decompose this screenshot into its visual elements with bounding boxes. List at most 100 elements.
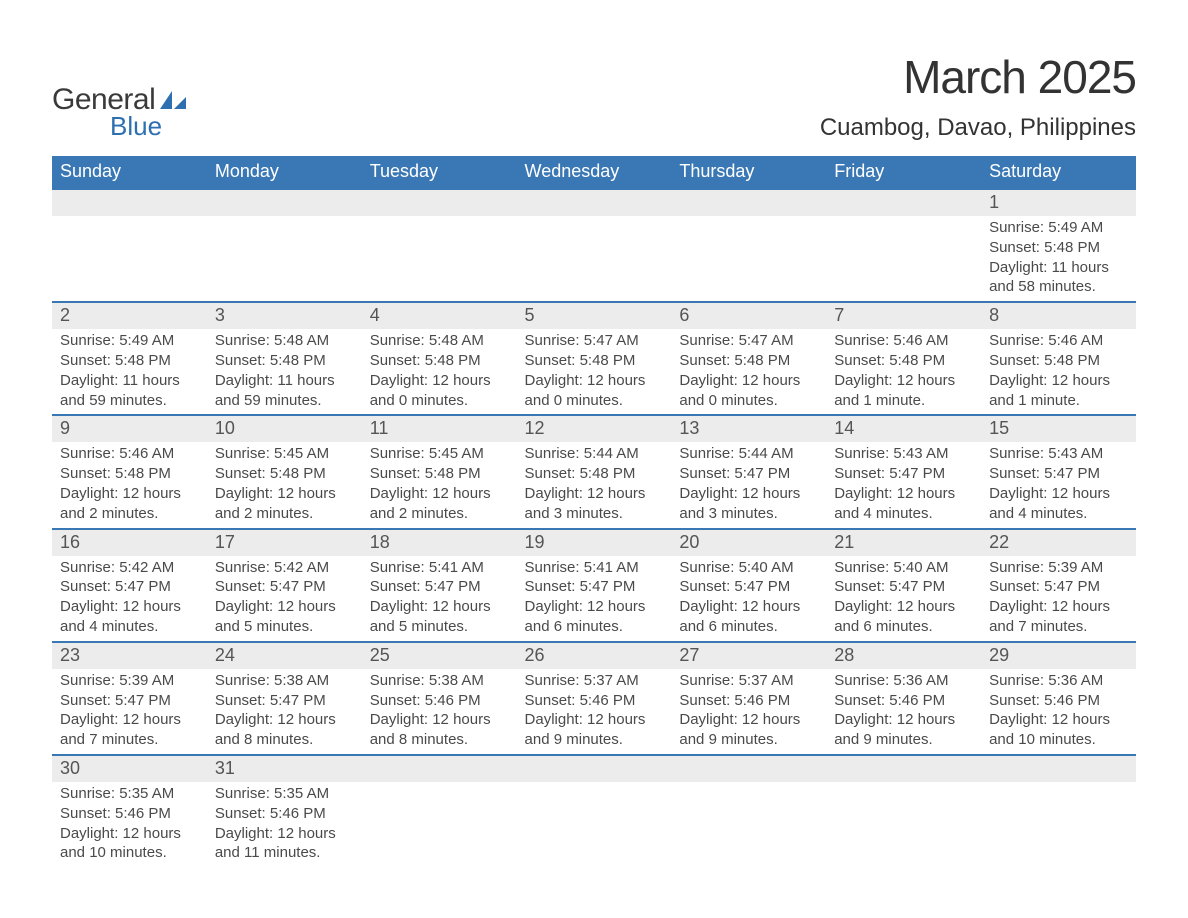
day-number: 29 <box>989 645 1009 665</box>
logo-text-bottom: Blue <box>110 111 162 142</box>
day-day2: and 58 minutes. <box>989 277 1128 297</box>
day-day1: Daylight: 12 hours <box>525 710 664 730</box>
day-day1: Daylight: 12 hours <box>679 710 818 730</box>
day-number-cell <box>362 189 517 216</box>
day-day2: and 8 minutes. <box>215 730 354 750</box>
day-day1: Daylight: 12 hours <box>834 371 973 391</box>
day-day1: Daylight: 12 hours <box>989 597 1128 617</box>
day-number: 28 <box>834 645 854 665</box>
day-sunset: Sunset: 5:48 PM <box>989 351 1128 371</box>
day-number: 22 <box>989 532 1009 552</box>
day-info-cell: Sunrise: 5:45 AMSunset: 5:48 PMDaylight:… <box>362 442 517 528</box>
day-day1: Daylight: 12 hours <box>834 597 973 617</box>
day-number-cell <box>207 189 362 216</box>
day-day1: Daylight: 12 hours <box>525 484 664 504</box>
day-info-cell: Sunrise: 5:40 AMSunset: 5:47 PMDaylight:… <box>826 556 981 642</box>
day-number-cell: 15 <box>981 415 1136 442</box>
day-number-cell: 11 <box>362 415 517 442</box>
day-sunrise: Sunrise: 5:38 AM <box>370 671 509 691</box>
day-number: 25 <box>370 645 390 665</box>
day-number-cell <box>826 755 981 782</box>
day-number-cell: 29 <box>981 642 1136 669</box>
info-row: Sunrise: 5:39 AMSunset: 5:47 PMDaylight:… <box>52 669 1136 755</box>
day-sunset: Sunset: 5:48 PM <box>989 238 1128 258</box>
day-number: 24 <box>215 645 235 665</box>
day-day2: and 4 minutes. <box>834 504 973 524</box>
day-number-cell: 22 <box>981 529 1136 556</box>
day-number: 3 <box>215 305 225 325</box>
day-number: 12 <box>525 418 545 438</box>
day-number-cell: 20 <box>671 529 826 556</box>
day-sunrise: Sunrise: 5:47 AM <box>525 331 664 351</box>
day-info-cell: Sunrise: 5:46 AMSunset: 5:48 PMDaylight:… <box>981 329 1136 415</box>
day-sunrise: Sunrise: 5:35 AM <box>60 784 199 804</box>
day-sunset: Sunset: 5:47 PM <box>679 464 818 484</box>
day-number: 16 <box>60 532 80 552</box>
day-sunrise: Sunrise: 5:49 AM <box>60 331 199 351</box>
day-day1: Daylight: 12 hours <box>215 597 354 617</box>
day-number: 17 <box>215 532 235 552</box>
day-number-cell <box>52 189 207 216</box>
day-day1: Daylight: 12 hours <box>60 710 199 730</box>
day-day1: Daylight: 12 hours <box>370 484 509 504</box>
day-info-cell: Sunrise: 5:44 AMSunset: 5:47 PMDaylight:… <box>671 442 826 528</box>
day-info-cell: Sunrise: 5:49 AMSunset: 5:48 PMDaylight:… <box>981 216 1136 302</box>
day-day2: and 6 minutes. <box>525 617 664 637</box>
day-info-cell <box>826 216 981 302</box>
info-row: Sunrise: 5:49 AMSunset: 5:48 PMDaylight:… <box>52 216 1136 302</box>
day-sunset: Sunset: 5:46 PM <box>834 691 973 711</box>
day-sunrise: Sunrise: 5:44 AM <box>525 444 664 464</box>
day-header: Friday <box>826 156 981 189</box>
day-day1: Daylight: 12 hours <box>60 484 199 504</box>
day-day2: and 5 minutes. <box>370 617 509 637</box>
day-header: Sunday <box>52 156 207 189</box>
day-number-cell: 5 <box>517 302 672 329</box>
day-sunset: Sunset: 5:48 PM <box>60 464 199 484</box>
day-sunrise: Sunrise: 5:44 AM <box>679 444 818 464</box>
calendar-table: Sunday Monday Tuesday Wednesday Thursday… <box>52 156 1136 867</box>
day-sunrise: Sunrise: 5:48 AM <box>370 331 509 351</box>
day-sunset: Sunset: 5:46 PM <box>370 691 509 711</box>
day-sunrise: Sunrise: 5:37 AM <box>525 671 664 691</box>
day-number-cell <box>826 189 981 216</box>
day-number-cell: 28 <box>826 642 981 669</box>
day-number-cell <box>671 755 826 782</box>
day-day1: Daylight: 12 hours <box>989 484 1128 504</box>
day-info-cell <box>671 216 826 302</box>
day-number: 15 <box>989 418 1009 438</box>
day-day1: Daylight: 12 hours <box>215 824 354 844</box>
day-info-cell: Sunrise: 5:44 AMSunset: 5:48 PMDaylight:… <box>517 442 672 528</box>
day-day2: and 3 minutes. <box>525 504 664 524</box>
day-info-cell: Sunrise: 5:45 AMSunset: 5:48 PMDaylight:… <box>207 442 362 528</box>
day-number: 18 <box>370 532 390 552</box>
day-header: Thursday <box>671 156 826 189</box>
daynum-row: 1 <box>52 189 1136 216</box>
day-header: Wednesday <box>517 156 672 189</box>
day-info-cell: Sunrise: 5:38 AMSunset: 5:46 PMDaylight:… <box>362 669 517 755</box>
info-row: Sunrise: 5:42 AMSunset: 5:47 PMDaylight:… <box>52 556 1136 642</box>
day-day2: and 9 minutes. <box>679 730 818 750</box>
day-number-cell: 17 <box>207 529 362 556</box>
day-sunrise: Sunrise: 5:46 AM <box>989 331 1128 351</box>
day-number: 2 <box>60 305 70 325</box>
day-number-cell: 2 <box>52 302 207 329</box>
day-day2: and 59 minutes. <box>60 391 199 411</box>
day-info-cell: Sunrise: 5:41 AMSunset: 5:47 PMDaylight:… <box>517 556 672 642</box>
day-info-cell: Sunrise: 5:40 AMSunset: 5:47 PMDaylight:… <box>671 556 826 642</box>
day-number: 11 <box>370 418 389 438</box>
day-info-cell: Sunrise: 5:35 AMSunset: 5:46 PMDaylight:… <box>207 782 362 867</box>
day-number: 4 <box>370 305 380 325</box>
day-day1: Daylight: 12 hours <box>525 597 664 617</box>
day-day2: and 9 minutes. <box>525 730 664 750</box>
day-sunrise: Sunrise: 5:48 AM <box>215 331 354 351</box>
day-number: 5 <box>525 305 535 325</box>
day-header: Monday <box>207 156 362 189</box>
sail-icon <box>158 89 188 111</box>
day-number-cell <box>362 755 517 782</box>
day-number-cell <box>517 189 672 216</box>
day-day1: Daylight: 12 hours <box>834 484 973 504</box>
day-sunrise: Sunrise: 5:46 AM <box>834 331 973 351</box>
day-sunset: Sunset: 5:46 PM <box>60 804 199 824</box>
day-number-cell: 21 <box>826 529 981 556</box>
info-row: Sunrise: 5:35 AMSunset: 5:46 PM Daylight:… <box>52 782 1136 867</box>
